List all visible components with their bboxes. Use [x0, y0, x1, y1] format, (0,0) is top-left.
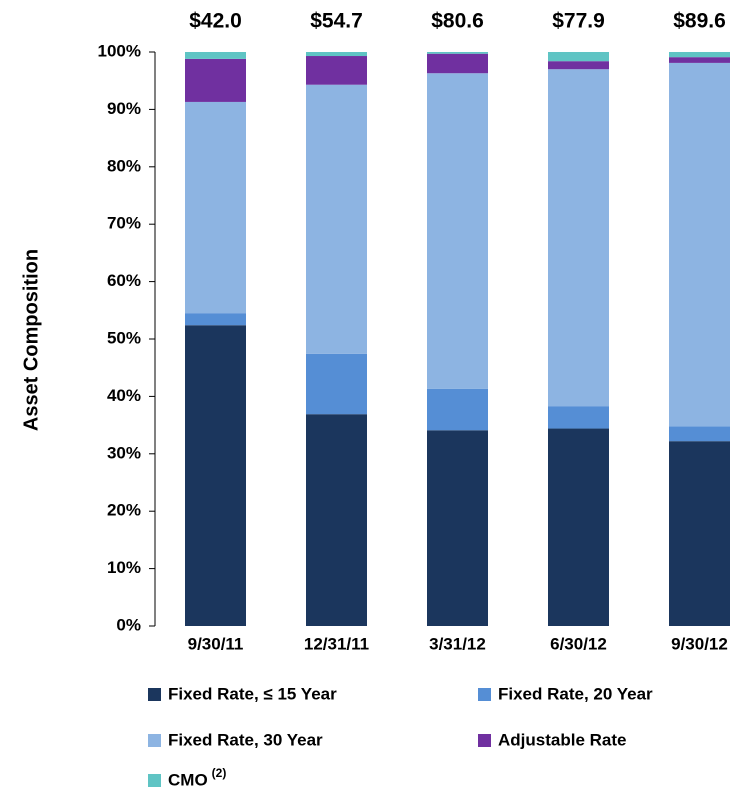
x-tick-label: 3/31/12: [429, 634, 486, 653]
y-tick-label: 80%: [107, 156, 141, 175]
y-tick-label: 30%: [107, 443, 141, 462]
legend-swatch: [478, 688, 491, 701]
y-tick-label: 90%: [107, 99, 141, 118]
total-label: $77.9: [552, 10, 605, 33]
bar-segment: [548, 61, 609, 70]
total-label: $42.0: [189, 10, 242, 33]
y-tick-label: 10%: [107, 558, 141, 577]
bar-segment: [548, 52, 609, 62]
bar-segment: [427, 430, 488, 626]
bar-segment: [306, 84, 367, 354]
x-tick-label: 9/30/12: [671, 634, 728, 653]
bar-segment: [669, 57, 730, 63]
x-tick-label: 6/30/12: [550, 634, 607, 653]
bar-segment: [306, 52, 367, 57]
bar-segment: [185, 325, 246, 626]
legend-swatch: [148, 734, 161, 747]
total-label: $89.6: [673, 10, 726, 33]
bar-segment: [548, 69, 609, 407]
legend-label: Fixed Rate, ≤ 15 Year: [168, 684, 337, 703]
total-label: $80.6: [431, 10, 484, 33]
y-axis-label: Asset Composition: [20, 249, 42, 431]
legend-label: Fixed Rate, 30 Year: [168, 730, 323, 749]
bar-segment: [306, 56, 367, 85]
y-tick-label: 100%: [98, 41, 141, 60]
bar-segment: [669, 426, 730, 442]
legend-swatch: [148, 774, 161, 787]
bar-segment: [185, 58, 246, 102]
bar-segment: [185, 101, 246, 314]
bar-segment: [427, 73, 488, 389]
bar-segment: [548, 406, 609, 429]
legend-label: Fixed Rate, 20 Year: [498, 684, 653, 703]
legend-label: CMO (2): [168, 766, 226, 789]
bar-segment: [306, 353, 367, 415]
y-tick-label: 20%: [107, 501, 141, 520]
total-label: $54.7: [310, 10, 363, 33]
y-tick-label: 70%: [107, 214, 141, 233]
bar-segment: [669, 441, 730, 626]
bar-segment: [306, 414, 367, 626]
bar-segment: [669, 62, 730, 427]
x-tick-label: 9/30/11: [188, 634, 244, 653]
y-tick-label: 40%: [107, 386, 141, 405]
bar-segment: [548, 428, 609, 626]
bar-segment: [185, 52, 246, 59]
legend-swatch: [148, 688, 161, 701]
bar-segment: [669, 52, 730, 58]
bar-segment: [185, 313, 246, 326]
legend-label: Adjustable Rate: [498, 730, 626, 749]
y-tick-label: 50%: [107, 328, 141, 347]
x-tick-label: 12/31/11: [304, 634, 369, 653]
bar-segment: [427, 388, 488, 431]
legend-footnote: (2): [212, 766, 227, 780]
bar-segment: [427, 52, 488, 54]
bar-segment: [427, 53, 488, 74]
legend-swatch: [478, 734, 491, 747]
y-tick-label: 60%: [107, 271, 141, 290]
y-tick-label: 0%: [116, 615, 141, 634]
